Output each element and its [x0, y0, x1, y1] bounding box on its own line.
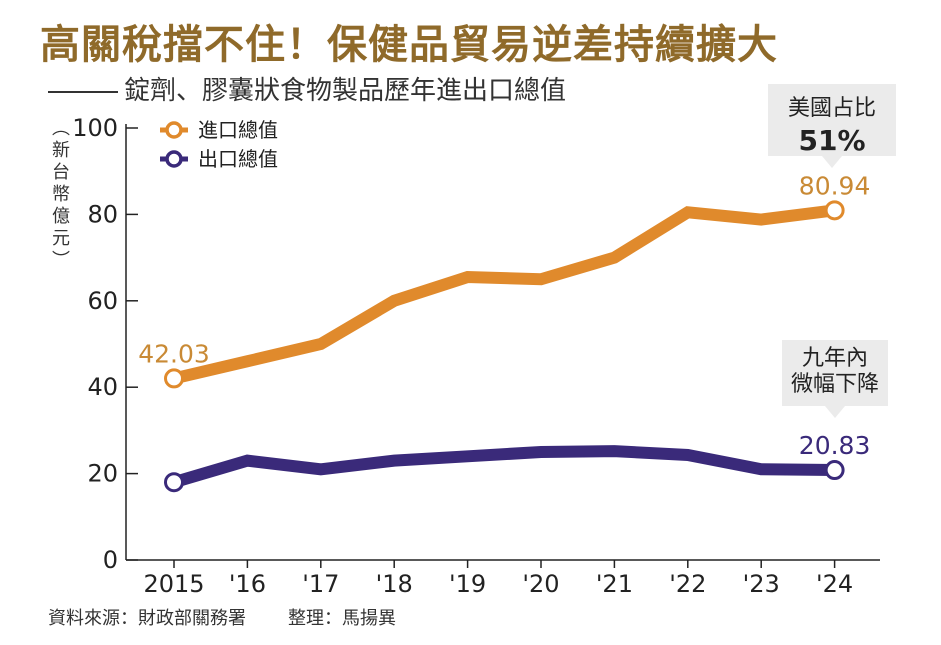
x-tick-label: '19: [449, 570, 486, 598]
subtitle-dash: [48, 90, 118, 93]
data-point-marker: [164, 472, 184, 493]
y-tick-label: 100: [72, 114, 118, 142]
data-point-marker: [824, 200, 845, 221]
export-note-callout: 九年內 微幅下降: [782, 340, 888, 418]
unit-char: 億: [52, 206, 70, 227]
y-axis-unit-label: ︵ 新 台 幣 億 元 ︶: [50, 118, 72, 272]
callout-pointer: [822, 156, 842, 168]
y-tick-label: 80: [87, 200, 118, 228]
y-tick-label: 20: [87, 460, 118, 488]
data-point-marker: [164, 368, 184, 389]
x-tick-label: 2015: [143, 570, 204, 598]
legend-label: 進口總值: [198, 118, 278, 142]
import-share-value: 51%: [798, 124, 866, 157]
legend-swatch-marker: [165, 121, 183, 139]
legend-label: 出口總值: [198, 147, 278, 171]
series-line-1: [172, 445, 835, 488]
chart-subtitle: 錠劑、膠囊狀食物製品歷年進出口總值: [48, 70, 566, 107]
import-share-callout: 美國占比 51%: [768, 84, 896, 168]
data-label: 20.83: [799, 431, 871, 460]
data-point-marker: [824, 460, 845, 481]
data-label: 42.03: [138, 339, 210, 368]
x-tick-label: '24: [816, 570, 853, 598]
axes: 0 20 40 60 80 100 2015 '16 '17 '18 '19 '20 '21 '22 '23…: [72, 114, 880, 598]
unit-char: 元: [52, 228, 70, 249]
data-labels: 42.03 80.94 20.83: [138, 171, 870, 460]
x-tick-label: '20: [522, 570, 559, 598]
unit-char: 新: [52, 140, 70, 161]
x-tick-label: '21: [596, 570, 633, 598]
unit-paren-open: ︵: [52, 118, 70, 139]
subtitle-text: 錠劑、膠囊狀食物製品歷年進出口總值: [124, 76, 567, 106]
unit-paren-close: ︶: [52, 250, 70, 271]
unit-char: 幣: [52, 184, 70, 205]
y-tick-label: 40: [87, 373, 118, 401]
series-line-0: [172, 204, 836, 385]
data-label: 80.94: [799, 171, 871, 200]
y-tick-label: 0: [103, 546, 118, 574]
x-tick-label: '17: [302, 570, 339, 598]
export-note-line1: 九年內: [801, 346, 868, 371]
x-tick-label: '23: [743, 570, 780, 598]
import-share-label: 美國占比: [787, 96, 876, 121]
x-tick-label: '18: [376, 570, 413, 598]
export-note-line2: 微幅下降: [790, 372, 879, 397]
x-tick-label: '16: [229, 570, 266, 598]
callout-pointer: [825, 406, 845, 418]
x-tick-label: '22: [669, 570, 706, 598]
series: [164, 200, 845, 493]
chart-title: 高關稅擋不住！保健品貿易逆差持續擴大: [40, 21, 778, 68]
source-note: 資料來源：財政部關務署 整理：馬揚異: [48, 604, 396, 630]
source-text: 資料來源：財政部關務署: [48, 608, 246, 629]
legend-swatch-marker: [165, 150, 183, 168]
unit-char: 台: [52, 162, 70, 183]
y-tick-label: 60: [87, 287, 118, 315]
credit-text: 整理：馬揚異: [288, 608, 396, 629]
